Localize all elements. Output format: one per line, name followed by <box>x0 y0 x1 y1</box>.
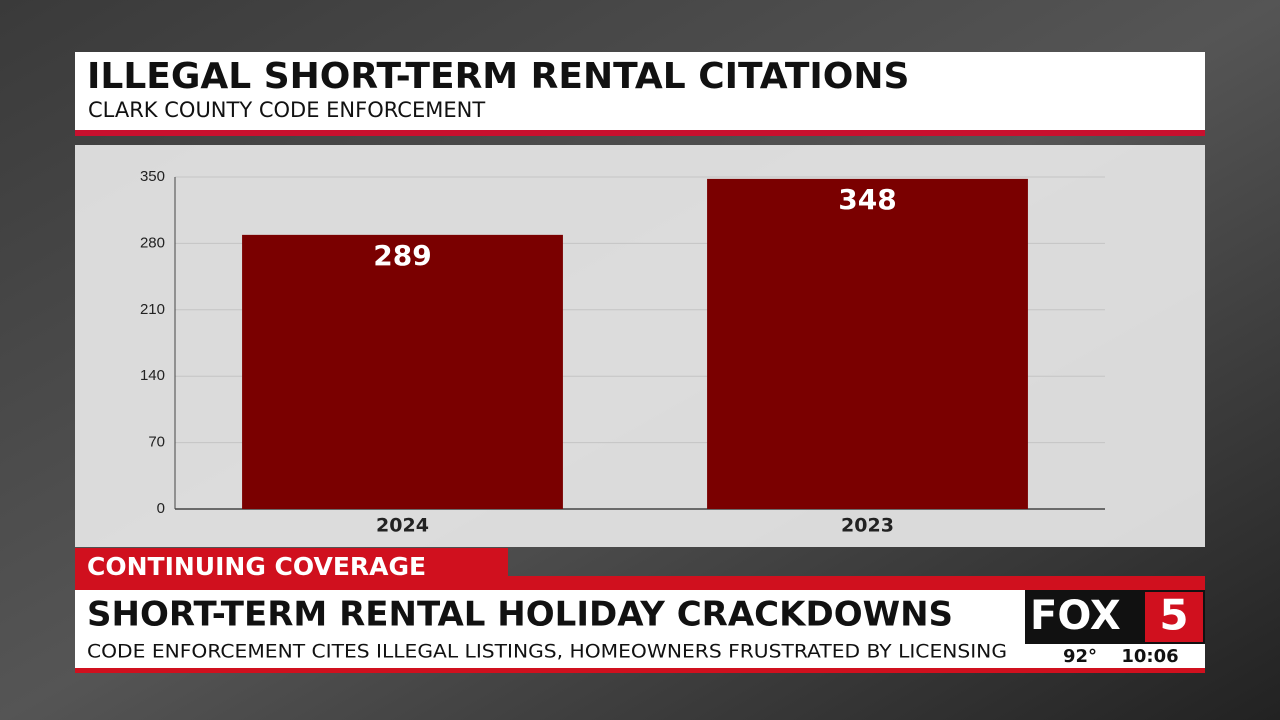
plot: 0 70 140 210 280 350 2024 289 2023 348 <box>140 168 1105 537</box>
y-tick-label: 210 <box>140 301 165 318</box>
headline-box <box>75 590 1025 640</box>
channel: 5 <box>1159 591 1188 640</box>
subhead-box <box>75 640 1025 668</box>
subhead: CODE ENFORCEMENT CITES ILLEGAL LISTINGS,… <box>87 641 1007 663</box>
y-tick-label: 350 <box>140 168 165 185</box>
temperature: 92° <box>1063 646 1097 667</box>
chart-subtitle: CLARK COUNTY CODE ENFORCEMENT <box>88 98 485 122</box>
chart-title: ILLEGAL SHORT-TERM RENTAL CITATIONS <box>87 56 909 97</box>
headline: SHORT-TERM RENTAL HOLIDAY CRACKDOWNS <box>87 595 953 635</box>
title-rule <box>75 130 1205 136</box>
bar <box>242 234 563 509</box>
y-tick-label: 140 <box>140 367 165 384</box>
y-tick-label: 70 <box>148 434 165 451</box>
value-label: 348 <box>838 183 896 216</box>
value-label: 289 <box>373 239 431 272</box>
y-tick-label: 0 <box>157 500 165 517</box>
title-panel <box>75 52 1205 130</box>
clock: 10:06 <box>1121 646 1178 667</box>
banner-rule <box>75 576 1205 590</box>
channel-box <box>1145 592 1203 642</box>
banner-bottom-rule <box>75 668 1205 673</box>
x-tick-label: 2023 <box>841 515 894 537</box>
x-tick-label: 2024 <box>376 515 429 537</box>
logo-text: FOX <box>1030 593 1121 639</box>
y-tick-label: 280 <box>140 234 165 251</box>
info-box <box>1025 644 1205 668</box>
bar <box>707 178 1028 509</box>
